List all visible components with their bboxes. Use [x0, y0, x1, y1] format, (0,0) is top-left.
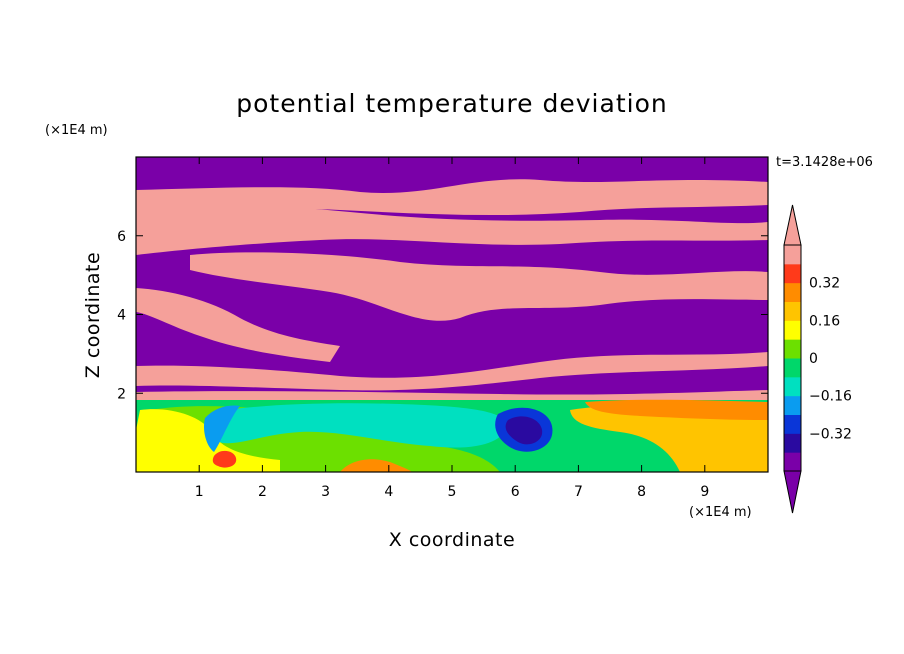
x-tick-label: 8 — [637, 484, 646, 500]
colorbar-tick-label: 0.32 — [809, 276, 840, 292]
field-lower-warm-right — [570, 404, 768, 472]
plot-area — [136, 157, 768, 472]
colorbar-tick-label: 0.16 — [809, 313, 840, 329]
x-tick-label: 9 — [700, 484, 709, 500]
chart-title: potential temperature deviation — [236, 89, 667, 118]
colorbar-swatch — [784, 339, 801, 359]
colorbar-tick-label: −0.32 — [809, 426, 852, 442]
field-band-positive-base — [136, 390, 768, 402]
field-band-positive-left — [136, 288, 340, 362]
colorbar-extend-high — [783, 204, 802, 246]
colorbar-frame — [783, 244, 802, 472]
x-tick-label: 6 — [511, 484, 520, 500]
x-tick-label: 3 — [321, 484, 330, 500]
y-unit-label: (×1E4 m) — [45, 123, 108, 138]
x-axis-label: X coordinate — [389, 529, 515, 551]
colorbar-swatch — [784, 245, 801, 265]
y-tick-label: 6 — [117, 229, 126, 245]
colorbar: 0.32 0.16 0 −0.16 −0.32 — [783, 204, 852, 514]
colorbar-tick-label: 0 — [809, 351, 818, 367]
colorbar-swatch — [784, 263, 801, 284]
y-tick-label: 2 — [117, 386, 126, 402]
field-lower-orange-right — [585, 399, 768, 420]
time-label: t=3.1428e+06 — [776, 155, 873, 170]
field-band-positive-middle — [190, 252, 768, 321]
field-lower-cool-core — [215, 403, 506, 448]
colorbar-swatch — [784, 433, 801, 453]
y-axis: 2 4 6 — [117, 229, 768, 402]
x-tick-label: 2 — [258, 484, 267, 500]
x-axis: 1 2 3 4 5 6 7 8 9 — [195, 157, 709, 500]
colorbar-swatch — [784, 452, 801, 472]
colorbar-swatch — [784, 320, 801, 340]
x-tick-label: 4 — [384, 484, 393, 500]
field-lower-deep-eddy — [505, 416, 543, 445]
x-tick-label: 5 — [448, 484, 457, 500]
x-unit-label: (×1E4 m) — [689, 505, 752, 520]
colorbar-extend-low — [783, 470, 802, 514]
field-band-positive-top — [136, 179, 768, 216]
field-band-positive-lower — [136, 352, 768, 391]
y-axis-label: Z coordinate — [82, 252, 104, 378]
colorbar-swatch — [784, 395, 801, 415]
field-band-positive-upper — [136, 201, 768, 255]
colorbar-swatch — [784, 414, 801, 434]
y-tick-label: 4 — [117, 308, 126, 324]
colorbar-swatch — [784, 301, 801, 321]
field-lower-cyan-edge — [204, 405, 240, 452]
x-tick-label: 7 — [574, 484, 583, 500]
colorbar-swatch — [784, 282, 801, 302]
colorbar-swatch — [784, 358, 801, 378]
field-lower-orange-bottom — [340, 459, 412, 472]
x-tick-label: 1 — [195, 484, 204, 500]
colorbar-swatch — [784, 376, 801, 397]
field-lower-red-spot — [212, 450, 237, 468]
colorbar-tick-label: −0.16 — [809, 389, 852, 405]
